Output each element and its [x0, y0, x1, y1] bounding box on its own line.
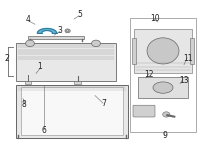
Ellipse shape: [147, 38, 179, 64]
Bar: [16, 85, 128, 138]
Bar: [138, 77, 188, 98]
Text: 11: 11: [183, 54, 193, 63]
Circle shape: [65, 29, 70, 33]
Ellipse shape: [153, 82, 173, 93]
Text: 2: 2: [5, 54, 9, 63]
FancyBboxPatch shape: [74, 81, 81, 84]
FancyBboxPatch shape: [25, 81, 31, 84]
Bar: [28, 36, 84, 39]
Circle shape: [66, 30, 69, 32]
Bar: [132, 38, 136, 64]
Text: 13: 13: [179, 76, 189, 85]
Bar: [134, 29, 192, 73]
Text: 9: 9: [163, 131, 167, 141]
Text: 8: 8: [22, 100, 26, 109]
Bar: [16, 43, 116, 81]
Text: 12: 12: [144, 70, 154, 80]
Text: 6: 6: [42, 126, 46, 135]
Text: 1: 1: [38, 62, 42, 71]
Text: 10: 10: [150, 14, 160, 23]
Circle shape: [92, 40, 100, 47]
Text: 5: 5: [78, 10, 82, 19]
Circle shape: [163, 112, 170, 117]
FancyBboxPatch shape: [133, 105, 155, 117]
Circle shape: [26, 40, 34, 47]
Polygon shape: [37, 29, 57, 33]
Text: 3: 3: [58, 26, 62, 35]
Text: 7: 7: [102, 99, 106, 108]
Text: 4: 4: [26, 15, 30, 24]
Bar: [130, 18, 196, 132]
Bar: [190, 38, 194, 64]
Bar: [21, 87, 123, 135]
